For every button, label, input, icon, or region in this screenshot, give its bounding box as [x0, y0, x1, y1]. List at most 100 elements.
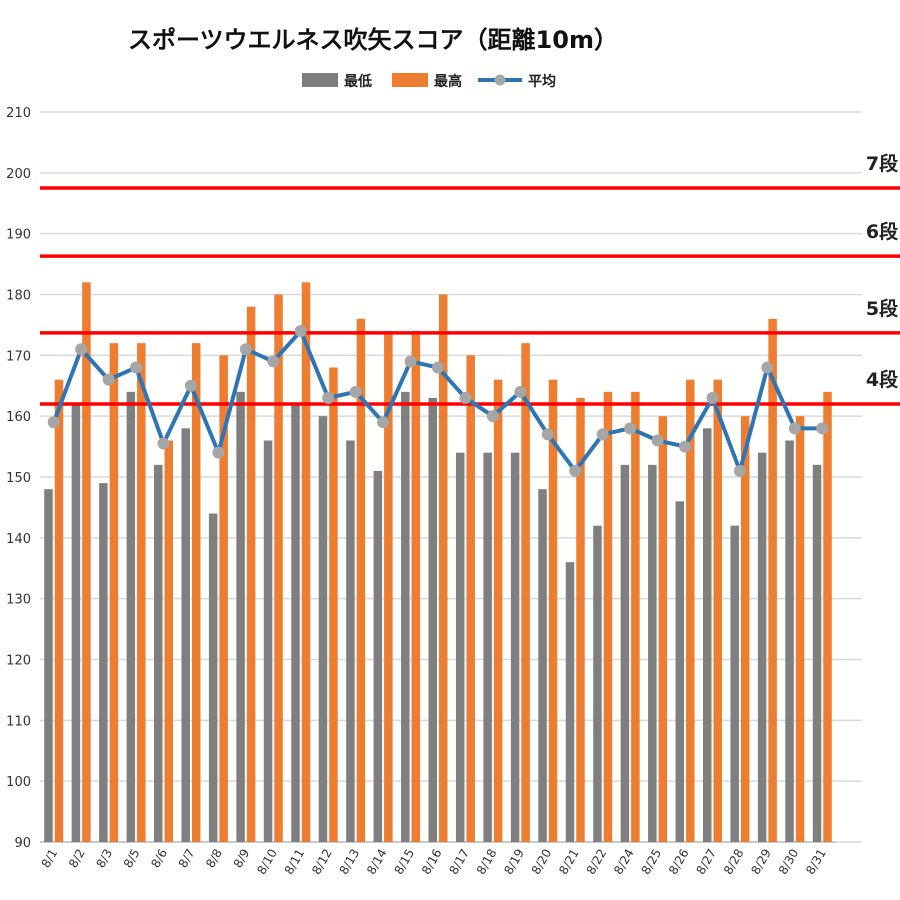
bar-min-8/27: [702, 428, 712, 842]
x-tick-8/14: 8/14: [364, 847, 390, 877]
x-tick-8/31: 8/31: [803, 847, 829, 877]
avg-point-8/3: [102, 373, 115, 386]
x-tick-8/8: 8/8: [203, 847, 225, 871]
avg-point-8/31: [816, 422, 829, 435]
average-series: [47, 325, 829, 477]
legend-label-max: 最高: [434, 73, 462, 90]
bar-max-8/31: [823, 391, 832, 842]
x-tick-8/11: 8/11: [282, 847, 308, 877]
bar-min-8/13: [346, 440, 355, 842]
bar-max-8/30: [795, 416, 805, 842]
x-tick-8/18: 8/18: [474, 847, 500, 877]
bar-min-8/30: [785, 440, 794, 842]
avg-point-8/20: [541, 428, 554, 441]
bar-max-8/22: [603, 391, 613, 842]
bar-min-8/14: [373, 470, 383, 842]
bar-min-8/3: [99, 483, 108, 842]
x-tick-8/15: 8/15: [392, 847, 418, 877]
x-tick-8/13: 8/13: [337, 847, 363, 877]
y-tick-160: 160: [6, 410, 31, 425]
avg-point-8/21: [569, 464, 582, 477]
ref-label-7段: 7段: [866, 152, 899, 175]
bar-min-8/28: [730, 525, 739, 842]
bar-max-8/17: [466, 355, 475, 842]
bar-max-8/11: [301, 282, 311, 842]
bar-max-8/24: [631, 391, 640, 842]
y-tick-90: 90: [14, 836, 31, 851]
avg-point-8/10: [267, 355, 280, 368]
x-tick-8/12: 8/12: [309, 847, 335, 877]
bar-max-8/10: [274, 294, 283, 842]
y-tick-130: 130: [6, 593, 31, 608]
avg-point-8/22: [596, 428, 609, 441]
avg-point-8/25: [651, 434, 664, 447]
bar-max-8/5: [137, 343, 146, 842]
bar-max-8/8: [219, 355, 228, 842]
avg-point-8/17: [459, 391, 472, 404]
legend-swatch-min: [302, 73, 338, 87]
y-tick-200: 200: [6, 167, 31, 182]
y-tick-110: 110: [6, 714, 31, 729]
x-tick-8/25: 8/25: [639, 847, 665, 877]
legend-swatch-avg-marker: [494, 74, 506, 86]
avg-point-8/26: [679, 440, 692, 453]
bar-max-8/13: [356, 318, 366, 842]
bar-max-8/20: [548, 379, 558, 842]
bar-min-8/31: [812, 464, 822, 842]
bar-max-8/12: [329, 367, 338, 842]
y-tick-120: 120: [6, 654, 31, 669]
bars: [44, 282, 832, 843]
bar-min-8/15: [401, 391, 410, 842]
bar-max-8/9: [246, 306, 256, 843]
bar-min-8/1: [44, 489, 53, 842]
bar-max-8/3: [109, 343, 119, 842]
bar-max-8/28: [740, 416, 750, 842]
bar-min-8/6: [154, 464, 163, 842]
avg-point-8/11: [294, 325, 307, 337]
bar-min-8/26: [675, 501, 685, 842]
bar-min-8/29: [757, 452, 767, 842]
bar-max-8/15: [411, 331, 421, 842]
legend-label-min: 最低: [344, 73, 372, 90]
avg-point-8/13: [349, 385, 362, 398]
avg-point-8/29: [761, 361, 774, 374]
bar-max-8/7: [191, 343, 201, 842]
ref-label-4段: 4段: [866, 368, 899, 391]
x-tick-8/20: 8/20: [529, 847, 555, 877]
bar-min-8/21: [565, 562, 575, 842]
bar-max-8/19: [521, 343, 530, 842]
avg-point-8/14: [377, 416, 390, 429]
x-tick-8/10: 8/10: [254, 847, 280, 877]
bar-min-8/5: [126, 391, 136, 842]
bar-min-8/7: [181, 428, 190, 842]
avg-point-8/6: [157, 437, 170, 450]
bar-min-8/16: [428, 397, 437, 842]
avg-point-8/24: [624, 422, 637, 435]
avg-point-8/2: [75, 343, 88, 356]
x-tick-8/21: 8/21: [556, 847, 582, 877]
x-tick-8/3: 8/3: [93, 847, 115, 871]
y-tick-150: 150: [6, 471, 31, 486]
avg-point-8/27: [706, 391, 719, 404]
x-tick-8/29: 8/29: [748, 847, 774, 877]
bar-max-8/26: [686, 379, 695, 842]
bar-min-8/9: [236, 391, 245, 842]
chart-title: スポーツウエルネス吹矢スコア（距離10m）: [128, 26, 618, 54]
x-tick-8/26: 8/26: [666, 847, 692, 877]
x-tick-8/9: 8/9: [231, 847, 253, 871]
avg-point-8/30: [788, 422, 801, 435]
legend-label-avg: 平均: [528, 73, 556, 90]
avg-point-8/28: [733, 464, 746, 477]
x-tick-8/7: 8/7: [176, 847, 198, 871]
bar-max-8/18: [493, 379, 503, 842]
bar-min-8/17: [455, 452, 465, 842]
legend: 最低 最高 平均: [302, 73, 556, 90]
x-tick-8/30: 8/30: [776, 847, 802, 877]
bar-max-8/2: [82, 282, 91, 842]
bar-min-8/24: [620, 464, 630, 842]
reference-lines: 7段 6段 5段 4段: [40, 152, 900, 406]
y-tick-190: 190: [6, 228, 31, 243]
bar-min-8/12: [318, 416, 328, 842]
avg-point-8/18: [486, 410, 499, 423]
